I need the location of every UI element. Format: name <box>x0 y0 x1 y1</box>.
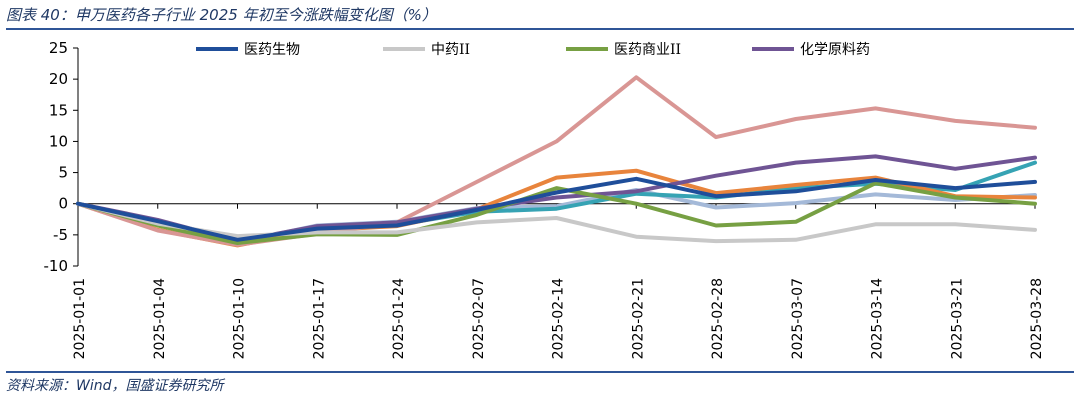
x-tick-label: 2025-01-24 <box>391 278 407 359</box>
x-tick-label: 2025-03-21 <box>949 278 965 359</box>
series-line <box>76 154 1037 244</box>
x-tick-label: 2025-02-28 <box>710 278 726 359</box>
x-tick-label: 2025-01-10 <box>232 278 248 359</box>
x-tick-label: 2025-01-01 <box>72 278 88 359</box>
legend-label: 化学原料药 <box>800 42 870 58</box>
x-tick-label: 2025-03-07 <box>790 278 806 359</box>
y-tick-label: 25 <box>49 39 68 57</box>
legend-label: 医药商业II <box>614 42 681 58</box>
legend-label: 医药生物 <box>244 42 300 58</box>
series-line <box>76 181 1037 245</box>
y-tick-label: 5 <box>58 164 68 182</box>
series-line <box>76 160 1037 244</box>
y-tick-label: -5 <box>53 226 68 244</box>
legend-label: 中药II <box>431 42 470 58</box>
x-tick-label: 2025-03-14 <box>870 278 886 359</box>
chart-series <box>76 75 1037 248</box>
x-tick-label: 2025-01-04 <box>152 278 168 359</box>
y-tick-label: -10 <box>44 257 69 275</box>
x-tick-label: 2025-03-28 <box>1029 278 1045 359</box>
y-tick-label: 0 <box>58 195 68 213</box>
source-note: 资料来源：Wind，国盛证券研究所 <box>6 371 1074 397</box>
chart-legend: 医药生物 中药II 医药商业II 化学原料药 <box>196 42 870 58</box>
y-tick-label: 20 <box>49 70 68 88</box>
y-tick-label: 10 <box>49 132 68 150</box>
x-tick-label: 2025-02-07 <box>471 278 487 359</box>
series-line <box>76 201 1037 244</box>
series-line <box>76 176 1037 242</box>
chart-title: 图表 40：申万医药各子行业 2025 年初至今涨跌幅变化图（%） <box>6 2 1074 30</box>
y-tick-label: 15 <box>49 101 68 119</box>
x-tick-label: 2025-02-14 <box>551 278 567 359</box>
x-tick-label: 2025-02-21 <box>630 278 646 359</box>
x-tick-label: 2025-01-17 <box>311 278 327 359</box>
